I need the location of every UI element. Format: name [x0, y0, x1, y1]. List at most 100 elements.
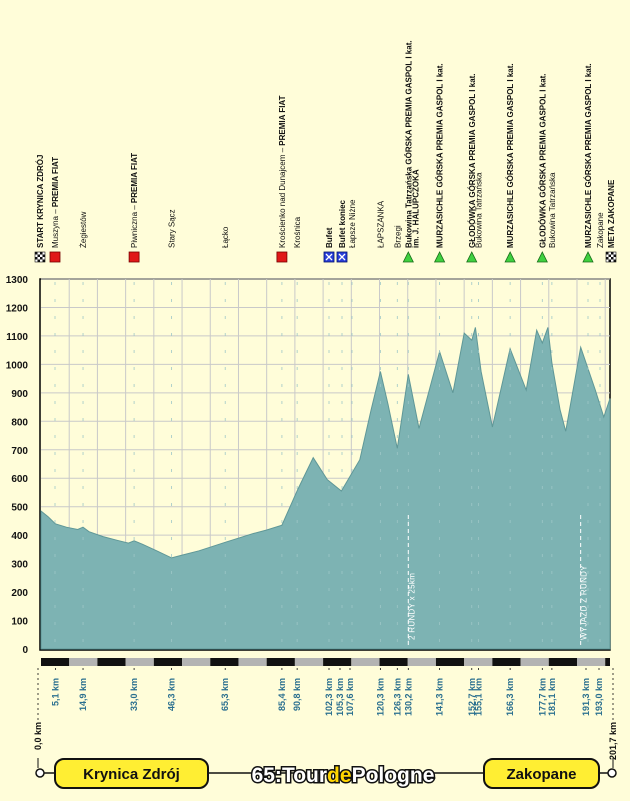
y-axis-ticks: 0 100 200 300 400 500 600 700 800 900 1000 1100 1200…	[6, 275, 29, 656]
checkered-flag-cell	[42, 259, 45, 262]
checkered-flag-cell	[40, 259, 43, 262]
checkpoint-label: MURZASICHLE GÓRSKA PREMIA GASPOL I kat.	[584, 63, 593, 248]
km-label: 105,3 km	[335, 678, 345, 716]
checkered-flag-cell	[37, 254, 40, 257]
checkered-flag-cell	[35, 254, 38, 257]
checkered-flag-cell	[611, 254, 614, 257]
checkered-flag-border	[34, 251, 46, 263]
km-label: 46,3 km	[167, 678, 177, 711]
mountain-premium-icon	[433, 251, 446, 263]
feed-zone-cross	[338, 253, 346, 261]
checkered-flag-cell	[606, 252, 609, 255]
checkered-flag-cell	[608, 257, 611, 260]
km-label: 155,1 km	[474, 678, 484, 716]
checkered-flag-cell	[37, 259, 40, 262]
checkpoint-label: META ZAKOPANE	[607, 179, 616, 248]
checkered-flag-cell	[611, 257, 614, 260]
checkered-flag-cell	[42, 254, 45, 257]
scale-bar-segment	[605, 658, 610, 666]
checkpoint-label: Bukowina Tatrzańska GÓRSKA PREMIA GASPOL…	[404, 40, 413, 248]
checkered-flag-cell	[606, 259, 609, 262]
checkpoint-label: GŁODÓWKA GÓRSKA PREMIA GASPOL I kat.	[468, 73, 477, 248]
scale-bar-segment	[464, 658, 493, 666]
end-city-badge	[483, 758, 600, 789]
y-tick-label: 800	[11, 417, 28, 428]
annotation-label: 2 RUNDY x 25km	[407, 573, 416, 640]
checkered-flag-icon	[34, 251, 46, 263]
checkpoint-label: ŁAPSZANKA	[376, 200, 385, 248]
y-tick-label: 900	[11, 389, 28, 400]
checkpoint-label: MURZASICHLE GÓRSKA PREMIA GASPOL I kat.	[436, 63, 445, 248]
checkered-flag-border	[605, 251, 617, 263]
mountain-premium-icon	[504, 251, 516, 263]
checkered-flag-cell	[42, 252, 45, 255]
tour-logo-de: de	[327, 764, 352, 787]
checkered-flag-cell	[608, 252, 611, 255]
profile-annotations: 2 RUNDY x 25km WYJAZD Z RUNDY	[407, 515, 589, 647]
km-labels: 0,0 km 5,1 km 14,9 km 33,0 km 46,3 km 65,3 km…	[33, 668, 618, 768]
checkpoint-label: Bukowina Tatrzańska	[475, 172, 484, 248]
tour-logo: 65:TourdePologne	[252, 764, 435, 787]
checkpoint-label-premium: PREMIA FIAT	[130, 153, 139, 203]
y-tick-label: 500	[11, 503, 28, 514]
mountain-premium-icon	[536, 251, 548, 263]
checkered-flag-cell	[40, 252, 43, 255]
checkpoint-label: Łącko	[221, 226, 230, 248]
y-tick-label: 1100	[6, 332, 28, 343]
checkpoint-label: Bufet	[325, 227, 334, 248]
checkpoint-label: Łapsze Niżne	[348, 199, 357, 248]
checkpoint-label-place: Krościenko nad Dunajcem –	[278, 146, 287, 248]
scale-bar-segment	[548, 658, 577, 666]
end-point	[607, 768, 617, 778]
km-label: 141,3 km	[435, 678, 445, 716]
checkered-flag-cell	[608, 259, 611, 262]
y-tick-label: 700	[11, 446, 28, 457]
checkered-flag-cell	[613, 254, 616, 257]
checkered-flag-cell	[606, 254, 609, 257]
km-label: 14,9 km	[78, 678, 88, 711]
checkered-flag-icon	[605, 251, 617, 263]
checkered-flag-cell	[613, 252, 616, 255]
end-city: Zakopane	[506, 766, 576, 783]
tour-logo-tour: Tour	[282, 764, 327, 787]
km-label: 85,4 km	[277, 678, 287, 711]
scale-bar-segment	[576, 658, 606, 666]
scale-bar-segment	[238, 658, 267, 666]
checkpoint-label: Brzegi	[393, 225, 402, 248]
checkered-flag-cell	[40, 254, 43, 257]
y-tick-label: 400	[11, 531, 28, 542]
scale-bar-segment	[153, 658, 183, 666]
km-label: 107,6 km	[345, 678, 355, 716]
checkered-flag-cell	[611, 252, 614, 255]
checkered-flag-cell	[608, 254, 611, 257]
elevation-profile	[40, 327, 611, 650]
km-label: 177,7 km	[537, 678, 547, 716]
start-point	[35, 768, 45, 778]
y-tick-label: 300	[11, 560, 28, 571]
checkpoint-label: Żegiestów	[79, 211, 88, 248]
checkpoint-label: Zakopane	[596, 212, 605, 248]
scale-bar-segment	[182, 658, 211, 666]
checkered-flag-cell	[35, 259, 38, 262]
sprint-premium-icon	[49, 251, 61, 263]
checkpoint-label: Krośnica	[293, 216, 302, 248]
checkered-flag-cell	[37, 257, 40, 260]
checkered-flag-cell	[35, 252, 38, 255]
checkpoint-label: MURZASICHLE GÓRSKA PREMIA GASPOL I kat.	[506, 63, 515, 248]
km-label: 120,3 km	[375, 678, 385, 716]
checkpoint-label: Stary Sącz	[168, 209, 177, 248]
checkpoint-label-premium: PREMIA FIAT	[278, 95, 287, 145]
scale-bar-segment	[266, 658, 295, 666]
km-label: 33,0 km	[129, 678, 139, 711]
km-label: 5,1 km	[50, 678, 60, 706]
checkpoint-label-premium: PREMIA FIAT	[51, 157, 60, 207]
km-label: 191,3 km	[581, 678, 591, 716]
scale-bar-segment	[97, 658, 126, 666]
km-label: 181,1 km	[547, 678, 557, 716]
checkpoint-label: Muszyna – PREMIA FIAT	[51, 157, 60, 248]
y-tick-label: 200	[11, 588, 28, 599]
scale-bar-segment	[492, 658, 521, 666]
scale-bar-segment	[435, 658, 465, 666]
annotation-label: WYJAZD Z RUNDY	[580, 565, 589, 640]
